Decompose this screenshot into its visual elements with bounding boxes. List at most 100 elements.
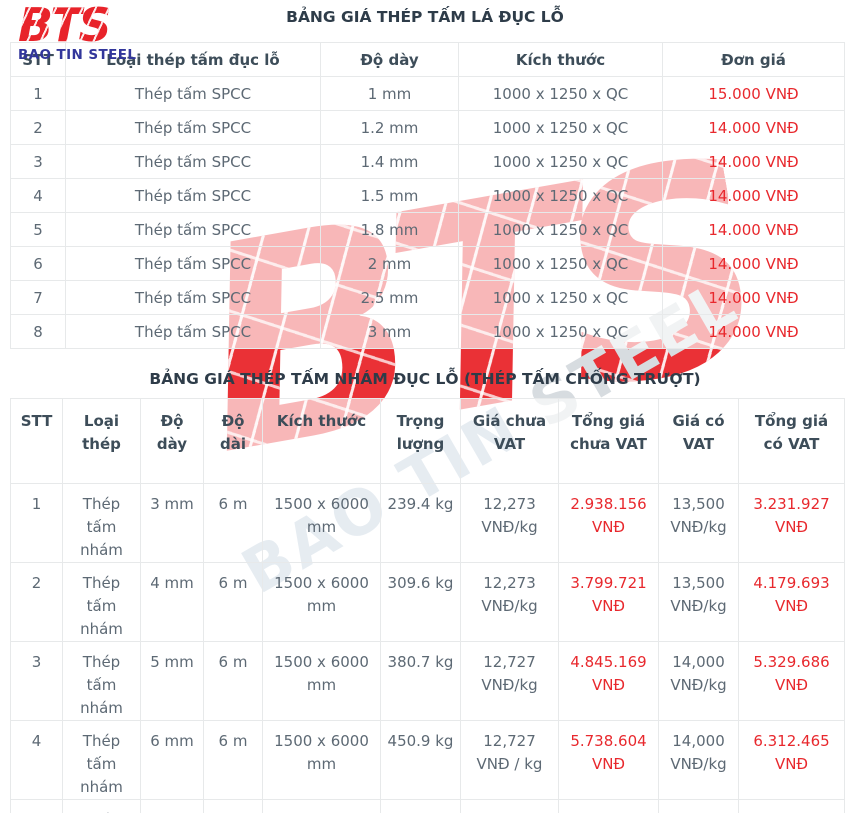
- cell-price-no-vat: 12,727 VNĐ/kg: [460, 799, 559, 813]
- cell-price-no-vat: 12,273 VNĐ/kg: [460, 562, 559, 642]
- table-row: 1 Thép tấm nhám 3 mm 6 m 1500 x 6000 mm …: [10, 483, 845, 563]
- table-row: 3 Thép tấm SPCC 1.4 mm 1000 x 1250 x QC …: [10, 144, 845, 179]
- cell-unit-price: 14.000 VNĐ: [662, 144, 845, 179]
- cell-thickness: 2 mm: [320, 246, 459, 281]
- cell-type: Thép tấm SPCC: [65, 280, 321, 315]
- cell-price-no-vat: 12,727 VNĐ / kg: [460, 720, 559, 800]
- cell-size: 1500 x 6000 mm: [262, 562, 381, 642]
- cell-thickness: 1.8 mm: [320, 212, 459, 247]
- cell-type: Thép tấm SPCC: [65, 144, 321, 179]
- cell-stt: 2: [10, 562, 63, 642]
- cell-total-vat: 3.231.927 VNĐ: [738, 483, 845, 563]
- cell-stt: 5: [10, 212, 66, 247]
- cell-unit-price: 14.000 VNĐ: [662, 314, 845, 349]
- column-header-unit-price: Đơn giá: [662, 42, 845, 77]
- cell-total-no-vat: 7.536.929 VNĐ: [558, 799, 659, 813]
- cell-price-vat: 13,500 VNĐ/kg: [658, 483, 739, 563]
- cell-size: 1000 x 1250 x QC: [458, 76, 663, 111]
- table2-title: BẢNG GIÁ THÉP TẤM NHÁM ĐỤC LỖ (THÉP TẤM …: [149, 370, 701, 388]
- column-header-price-vat: Giá có VAT: [658, 398, 739, 484]
- cell-total-vat: 4.179.693 VNĐ: [738, 562, 845, 642]
- column-header-weight: Trọng lượng: [380, 398, 461, 484]
- cell-weight: 239.4 kg: [380, 483, 461, 563]
- cell-thickness: 4 mm: [140, 562, 204, 642]
- cell-type: Thép tấm SPCC: [65, 110, 321, 145]
- cell-thickness: 8 mm: [140, 799, 204, 813]
- cell-length: 6 m: [203, 483, 263, 563]
- cell-stt: 1: [10, 483, 63, 563]
- column-header-size: Kích thước: [458, 42, 663, 77]
- column-header-size: Kích thước: [262, 398, 381, 484]
- cell-thickness: 3 mm: [320, 314, 459, 349]
- cell-price-vat: 14,000 VNĐ/kg: [658, 799, 739, 813]
- table-row: 7 Thép tấm SPCC 2.5 mm 1000 x 1250 x QC …: [10, 280, 845, 315]
- cell-thickness: 1.4 mm: [320, 144, 459, 179]
- cell-size: 1000 x 1250 x QC: [458, 246, 663, 281]
- column-header-price-no-vat: Giá chưa VAT: [460, 398, 559, 484]
- cell-unit-price: 14.000 VNĐ: [662, 178, 845, 213]
- column-header-length: Độ dài: [203, 398, 263, 484]
- table-row: 6 Thép tấm SPCC 2 mm 1000 x 1250 x QC 14…: [10, 246, 845, 281]
- cell-type: Thép tấm nhám: [62, 483, 141, 563]
- cell-size: 1500 x 6000 mm: [262, 641, 381, 721]
- cell-type: Thép tấm SPCC: [65, 212, 321, 247]
- cell-unit-price: 14.000 VNĐ: [662, 212, 845, 247]
- table-row: 5 Thép tấm nhám 8 mm 6 m 1500 x 6000 mm …: [10, 799, 845, 813]
- cell-type: Thép tấm SPCC: [65, 314, 321, 349]
- cell-stt: 2: [10, 110, 66, 145]
- column-header-stt: STT: [10, 398, 63, 484]
- table-row: 8 Thép tấm SPCC 3 mm 1000 x 1250 x QC 14…: [10, 314, 845, 349]
- cell-total-vat: 5.329.686 VNĐ: [738, 641, 845, 721]
- column-header-type: Loại thép: [62, 398, 141, 484]
- cell-type: Thép tấm SPCC: [65, 76, 321, 111]
- cell-thickness: 1.5 mm: [320, 178, 459, 213]
- table2-header-row: STT Loại thép Độ dày Độ dài Kích thước T…: [10, 398, 845, 484]
- cell-size: 1500 x 6000 mm: [262, 483, 381, 563]
- cell-total-no-vat: 2.938.156 VNĐ: [558, 483, 659, 563]
- cell-thickness: 5 mm: [140, 641, 204, 721]
- cell-price-vat: 14,000 VNĐ/kg: [658, 641, 739, 721]
- cell-size: 1000 x 1250 x QC: [458, 280, 663, 315]
- cell-price-no-vat: 12,727 VNĐ/kg: [460, 641, 559, 721]
- cell-size: 1000 x 1250 x QC: [458, 144, 663, 179]
- perforated-sheet-price-table: STT Loại thép tấm đục lỗ Độ dày Kích thư…: [10, 42, 845, 349]
- cell-thickness: 1.2 mm: [320, 110, 459, 145]
- checkered-sheet-price-table: STT Loại thép Độ dày Độ dài Kích thước T…: [10, 398, 845, 813]
- cell-stt: 8: [10, 314, 66, 349]
- company-name: BAO TIN STEEL: [18, 47, 137, 63]
- table-row: 5 Thép tấm SPCC 1.8 mm 1000 x 1250 x QC …: [10, 212, 845, 247]
- cell-type: Thép tấm nhám: [62, 641, 141, 721]
- cell-size: 1500 x 6000 mm: [262, 720, 381, 800]
- cell-unit-price: 14.000 VNĐ: [662, 110, 845, 145]
- cell-stt: 3: [10, 641, 63, 721]
- company-logo: BTS BAO TIN STEEL: [18, 2, 137, 63]
- cell-total-vat: 6.312.465 VNĐ: [738, 720, 845, 800]
- cell-size: 1000 x 1250 x QC: [458, 212, 663, 247]
- cell-size: 1000 x 1250 x QC: [458, 110, 663, 145]
- column-header-type: Loại thép tấm đục lỗ: [65, 42, 321, 77]
- cell-stt: 1: [10, 76, 66, 111]
- cell-stt: 6: [10, 246, 66, 281]
- cell-price-vat: 14,000 VNĐ/kg: [658, 720, 739, 800]
- cell-thickness: 3 mm: [140, 483, 204, 563]
- cell-size: 1000 x 1250 x QC: [458, 314, 663, 349]
- cell-unit-price: 14.000 VNĐ: [662, 246, 845, 281]
- cell-price-no-vat: 12,273 VNĐ/kg: [460, 483, 559, 563]
- cell-price-vat: 13,500 VNĐ/kg: [658, 562, 739, 642]
- cell-thickness: 2.5 mm: [320, 280, 459, 315]
- column-header-thickness: Độ dày: [140, 398, 204, 484]
- column-header-total-vat: Tổng giá có VAT: [738, 398, 845, 484]
- table-row: 3 Thép tấm nhám 5 mm 6 m 1500 x 6000 mm …: [10, 641, 845, 721]
- cell-stt: 7: [10, 280, 66, 315]
- cell-weight: 450.9 kg: [380, 720, 461, 800]
- table-row: 4 Thép tấm SPCC 1.5 mm 1000 x 1250 x QC …: [10, 178, 845, 213]
- cell-stt: 3: [10, 144, 66, 179]
- cell-size: 1000 x 1250 x QC: [458, 178, 663, 213]
- cell-length: 6 m: [203, 720, 263, 800]
- column-header-thickness: Độ dày: [320, 42, 459, 77]
- table1-title: BẢNG GIÁ THÉP TẤM LÁ ĐỤC LỖ: [286, 8, 564, 26]
- cell-unit-price: 14.000 VNĐ: [662, 280, 845, 315]
- cell-weight: 309.6 kg: [380, 562, 461, 642]
- cell-type: Thép tấm nhám: [62, 720, 141, 800]
